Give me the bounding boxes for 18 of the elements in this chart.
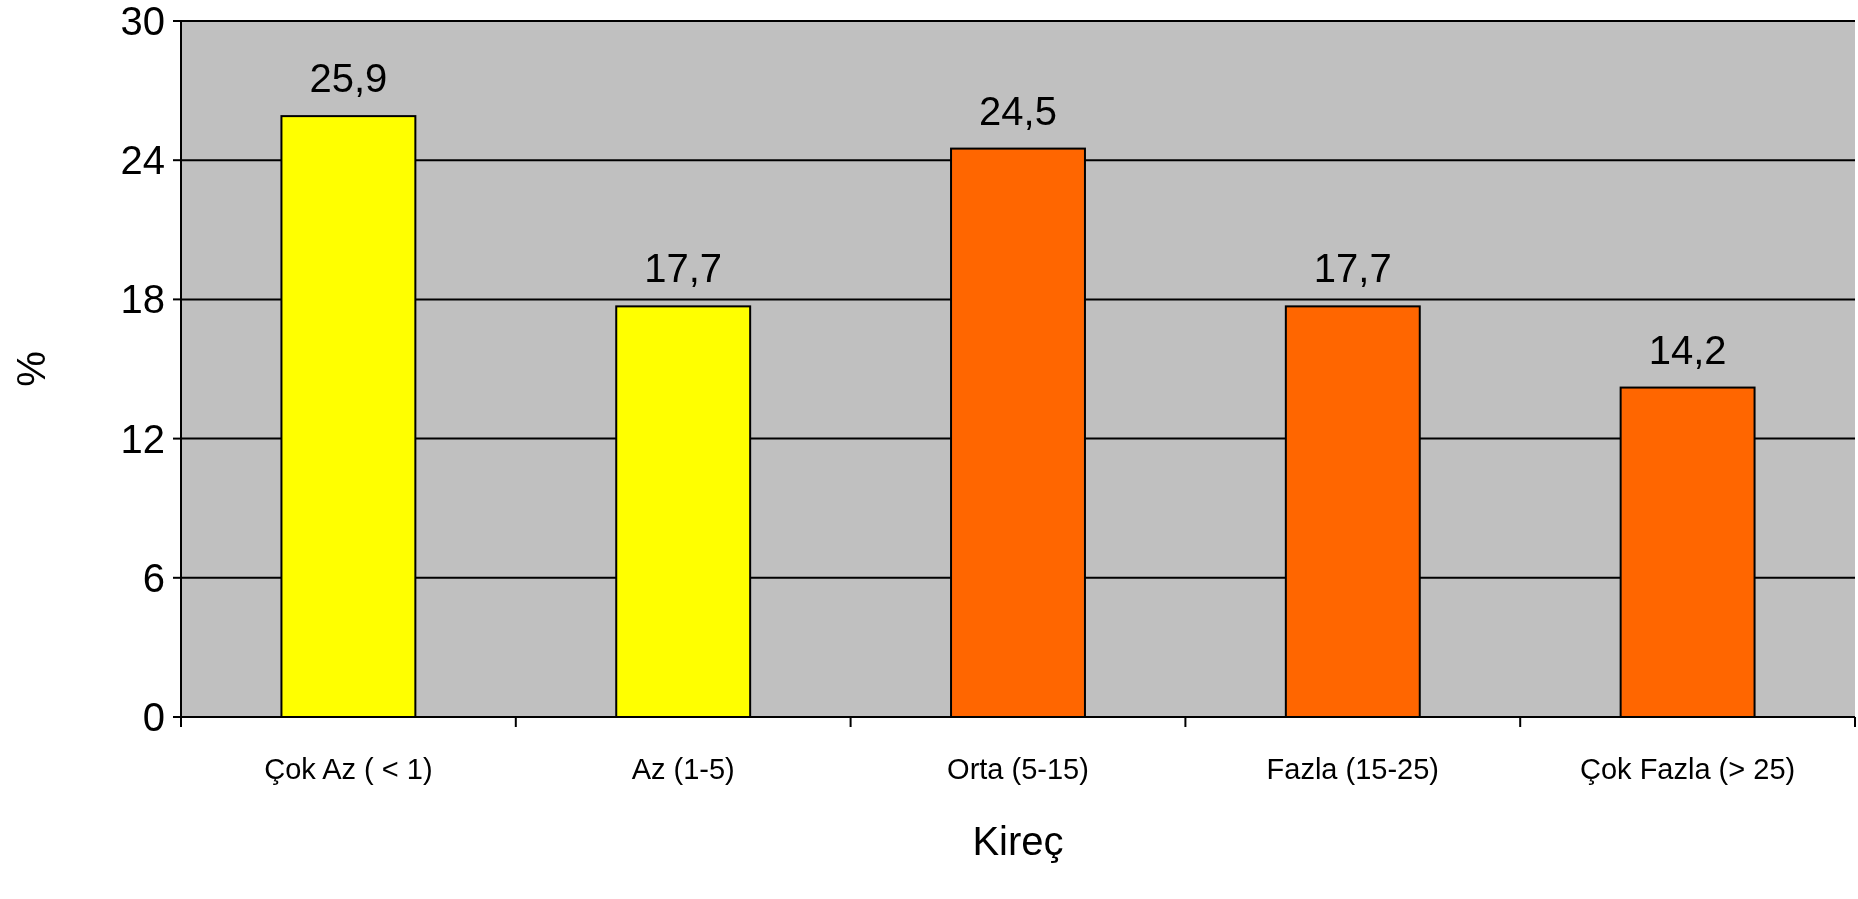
data-label: 14,2 (1648, 327, 1727, 372)
x-tick-label: Çok Az ( < 1) (264, 753, 433, 785)
x-tick-label: Fazla (15-25) (1266, 753, 1440, 785)
y-axis-title: % (9, 351, 53, 387)
x-tick-label: Çok Fazla (> 25) (1580, 753, 1796, 785)
data-label: 25,9 (309, 56, 388, 101)
x-tick-label: Orta (5-15) (947, 753, 1089, 785)
y-tick-label: 0 (142, 695, 165, 739)
y-tick-label: 30 (120, 0, 165, 43)
x-tick-label: Az (1-5) (631, 753, 735, 785)
data-label: 24,5 (979, 88, 1057, 133)
data-label: 17,7 (1313, 246, 1392, 291)
y-tick-label: 24 (120, 138, 165, 183)
y-tick-label: 12 (120, 416, 165, 461)
data-label: 17,7 (644, 246, 723, 291)
x-axis-title: Kireç (972, 819, 1064, 863)
y-tick-label: 6 (142, 555, 165, 600)
y-tick-label: 18 (120, 277, 165, 322)
